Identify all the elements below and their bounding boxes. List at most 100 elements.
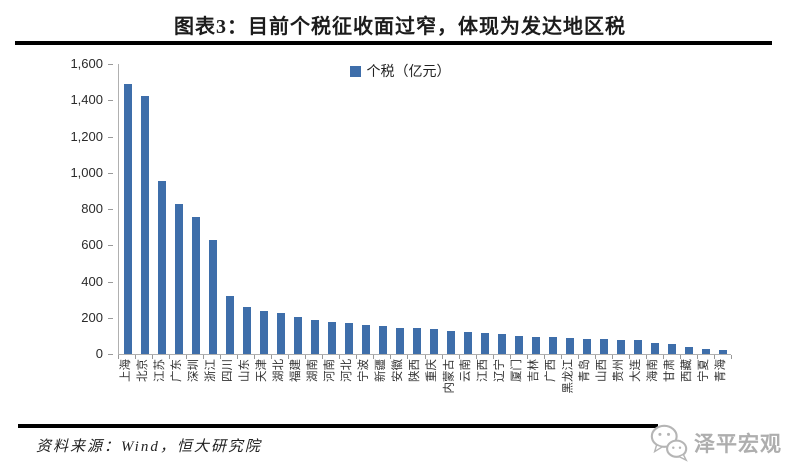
x-tick-mark [679, 355, 681, 359]
bar-slot [204, 64, 221, 354]
y-axis: 0 200 400 600 800 1,000 1,200 1,400 1,600 [30, 56, 113, 361]
bar-内蒙古 [446, 330, 455, 354]
bar-slot [646, 64, 663, 354]
x-tick-mark [288, 355, 290, 359]
x-tick-mark [475, 355, 477, 359]
bar-天津 [259, 310, 268, 354]
x-tick-mark [509, 355, 511, 359]
x-tick-label: 黑龙江 [562, 359, 574, 394]
x-tick-label: 宁夏 [698, 359, 710, 382]
y-tick-label: 0 [95, 346, 103, 361]
y-tick-mark [108, 281, 113, 283]
bar-山东 [242, 307, 251, 354]
x-tick-mark [135, 355, 137, 359]
y-tick-mark [108, 100, 113, 102]
x-tick-mark [322, 355, 324, 359]
bar-slot [340, 64, 357, 354]
x-tick-mark [407, 355, 409, 359]
x-tick-label: 新疆 [375, 359, 387, 382]
x-tick-mark [424, 355, 426, 359]
bar-福建 [293, 317, 302, 354]
x-tick-mark [220, 355, 222, 359]
bar-slot [238, 64, 255, 354]
x-tick-mark [713, 355, 715, 359]
x-tick-label: 云南 [460, 359, 472, 382]
y-tick-mark [108, 172, 113, 174]
bar-slot [680, 64, 697, 354]
bar-slot [714, 64, 731, 354]
bar-slot [408, 64, 425, 354]
x-tick-label: 江西 [477, 359, 489, 382]
bar-江西 [480, 332, 489, 354]
bar-slot [374, 64, 391, 354]
x-tick-label: 大连 [630, 359, 642, 382]
x-tick-label: 西藏 [681, 359, 693, 382]
bar-slot [697, 64, 714, 354]
bar-slot [527, 64, 544, 354]
y-tick-label: 1,400 [70, 92, 103, 108]
bar-slot [544, 64, 561, 354]
y-tick-mark [108, 64, 113, 65]
x-tick-label: 重庆 [426, 359, 438, 382]
x-tick-label: 河北 [341, 359, 353, 382]
x-tick-label: 四川 [222, 359, 234, 382]
x-tick-mark [373, 355, 375, 359]
x-tick-label: 天津 [256, 359, 268, 382]
y-tick-label: 400 [81, 273, 103, 289]
bar-西藏 [684, 346, 693, 354]
bar-云南 [463, 331, 472, 354]
bar-山西 [599, 339, 608, 354]
y-tick-mark [108, 245, 113, 247]
bar-湖南 [310, 320, 319, 354]
y-tick-label: 1,200 [70, 128, 103, 144]
x-tick-mark [305, 355, 307, 359]
bar-广西 [548, 337, 557, 354]
x-tick-mark [628, 355, 630, 359]
bar-slot [323, 64, 340, 354]
source-rule [18, 424, 658, 428]
chart-title: 图表3：目前个税征收面过窄，体现为发达地区税 [174, 16, 626, 38]
watermark: 泽平宏观 [648, 421, 798, 465]
x-tick-mark [526, 355, 528, 359]
x-tick-mark [696, 355, 698, 359]
bar-上海 [123, 83, 132, 354]
legend: 个税（亿元） [0, 61, 800, 81]
x-tick-mark [645, 355, 647, 359]
bar-slot [425, 64, 442, 354]
y-tick-mark [108, 209, 113, 210]
x-tick-mark [186, 355, 188, 359]
bar-深圳 [191, 217, 200, 354]
x-tick-label: 山东 [239, 359, 251, 382]
x-tick-mark [118, 355, 119, 359]
bar-slot [357, 64, 374, 354]
bar-河北 [344, 323, 353, 354]
bar-slot [255, 64, 272, 354]
x-axis-ticks [118, 355, 732, 359]
bar-slot [629, 64, 646, 354]
x-tick-label: 安徽 [392, 359, 404, 382]
x-tick-mark [731, 355, 732, 359]
bar-青岛 [582, 338, 591, 354]
x-tick-label: 河南 [324, 359, 336, 382]
bar-大连 [633, 340, 642, 354]
bar-安徽 [395, 327, 404, 354]
bar-slot [595, 64, 612, 354]
bar-slot [119, 64, 136, 354]
x-tick-mark [662, 355, 664, 359]
x-tick-mark [560, 355, 562, 359]
x-tick-label: 福建 [290, 359, 302, 382]
x-tick-mark [152, 355, 154, 359]
bar-slot [306, 64, 323, 354]
x-tick-mark [254, 355, 256, 359]
x-tick-label: 辽宁 [494, 359, 506, 382]
bar-slot [289, 64, 306, 354]
bar-slot [170, 64, 187, 354]
watermark-text: 泽平宏观 [694, 433, 782, 456]
bar-slot [442, 64, 459, 354]
bar-重庆 [429, 329, 438, 354]
bar-四川 [225, 296, 234, 354]
bar-slot [510, 64, 527, 354]
x-tick-label: 江苏 [154, 359, 166, 382]
x-tick-label: 厦门 [511, 359, 523, 382]
bar-slot [578, 64, 595, 354]
